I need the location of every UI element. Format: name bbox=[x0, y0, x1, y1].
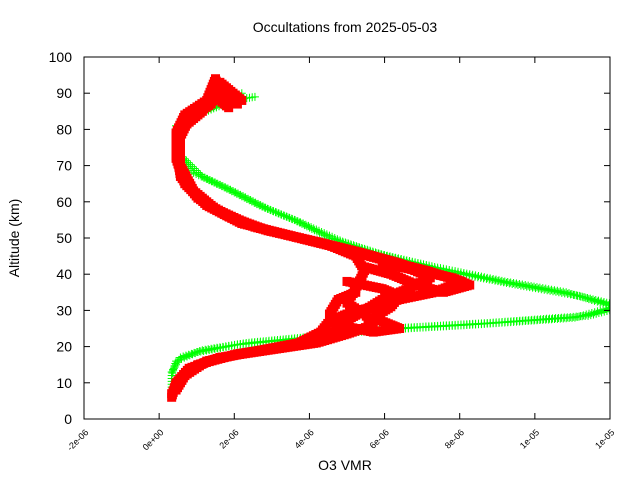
y-axis-label: Altitude (km) bbox=[6, 199, 22, 278]
data-point bbox=[611, 301, 619, 309]
data-point bbox=[619, 303, 627, 311]
y-tick-label: 90 bbox=[56, 85, 72, 101]
data-point bbox=[377, 258, 387, 268]
x-tick-label: 1e-05 bbox=[593, 427, 616, 450]
data-point bbox=[196, 170, 205, 179]
y-tick-label: 0 bbox=[64, 411, 72, 427]
chart-title: Occultations from 2025-05-03 bbox=[253, 19, 438, 35]
y-tick-label: 70 bbox=[56, 158, 72, 174]
y-tick-label: 20 bbox=[56, 339, 72, 355]
y-tick-label: 100 bbox=[49, 49, 73, 65]
data-point bbox=[610, 303, 618, 311]
y-tick-label: 60 bbox=[56, 194, 72, 210]
data-point bbox=[192, 166, 201, 175]
y-tick-label: 50 bbox=[56, 230, 72, 246]
plot-area bbox=[167, 74, 627, 402]
x-tick-label: 0e+00 bbox=[141, 427, 166, 452]
x-tick-label: 4e-06 bbox=[292, 427, 315, 450]
data-point bbox=[614, 304, 622, 312]
x-tick-label: -2e-06 bbox=[65, 427, 90, 452]
data-point bbox=[616, 303, 624, 311]
data-point bbox=[190, 164, 199, 173]
x-tick-label: 6e-06 bbox=[368, 427, 391, 450]
x-axis-label: O3 VMR bbox=[318, 457, 372, 473]
plot-frame bbox=[83, 56, 611, 420]
y-tick-label: 30 bbox=[56, 302, 72, 318]
y-tick-label: 80 bbox=[56, 121, 72, 137]
data-point bbox=[351, 287, 361, 297]
x-tick-label: 1e-05 bbox=[518, 427, 541, 450]
x-tick-label: 8e-06 bbox=[443, 427, 466, 450]
data-point bbox=[605, 299, 610, 308]
y-tick-label: 10 bbox=[56, 375, 72, 391]
data-point bbox=[184, 158, 193, 167]
data-point bbox=[167, 367, 176, 376]
data-point bbox=[194, 168, 203, 177]
data-point bbox=[611, 305, 619, 313]
data-point bbox=[186, 160, 195, 169]
data-point bbox=[188, 162, 197, 171]
y-tick-label: 40 bbox=[56, 266, 72, 282]
data-point bbox=[616, 302, 624, 310]
x-tick-label: 2e-06 bbox=[217, 427, 240, 450]
data-point bbox=[167, 389, 177, 399]
data-point bbox=[614, 301, 622, 309]
